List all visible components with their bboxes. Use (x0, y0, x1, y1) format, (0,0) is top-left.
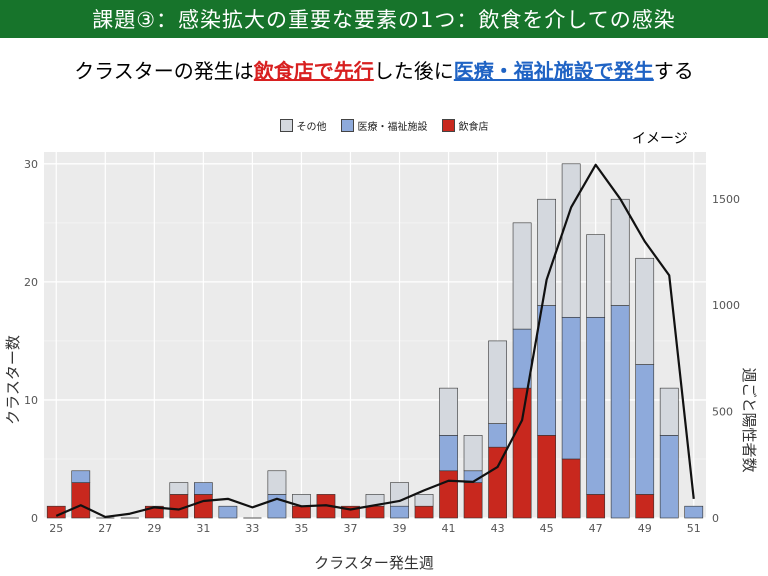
image-note: イメージ (632, 131, 688, 147)
bar-restaurant (341, 505, 360, 519)
legend-label-medical: 医療・福祉施設 (357, 122, 428, 133)
x-tick-label: 45 (540, 522, 554, 535)
bar-restaurant (292, 505, 311, 519)
bar-restaurant (635, 494, 655, 519)
bar-restaurant (439, 470, 458, 519)
y-tick-label: 0 (31, 512, 38, 525)
cluster-chart: 0 10 20 30 25 27 29 31 33 35 37 39 41 43 45 47 49 51 0 500 1… (4, 152, 758, 572)
bar-other (439, 387, 458, 436)
bar-restaurant (586, 494, 606, 519)
bar-restaurant (193, 494, 213, 519)
y-axis-title: クラスター数 (4, 335, 22, 425)
subtitle-part1: クラスターの発生は (74, 59, 254, 83)
bar-other (635, 257, 655, 365)
y-tick-label: 30 (24, 158, 38, 171)
legend-label-other: その他 (296, 122, 327, 133)
legend-label-restaurant: 飲食店 (458, 122, 489, 133)
legend-item-restaurant: 飲食店 (441, 118, 489, 133)
bar-restaurant (144, 505, 164, 519)
y2-tick-label: 500 (712, 406, 733, 419)
bar-medical (193, 482, 213, 495)
bar-medical (610, 305, 630, 519)
bar-other (610, 198, 630, 306)
subtitle-restaurant-highlight: 飲食店で先行 (253, 59, 374, 83)
x-tick-label: 37 (343, 522, 357, 535)
x-tick-label: 41 (442, 522, 456, 535)
bar-restaurant (414, 505, 434, 519)
x-tick-label: 25 (49, 522, 63, 535)
bar-other (537, 198, 557, 306)
bar-restaurant (512, 387, 532, 519)
line-layer (55, 163, 695, 519)
bar-other (659, 387, 679, 436)
legend-item-other: その他 (279, 118, 327, 133)
y-tick-label: 10 (24, 394, 38, 407)
bar-medical (488, 423, 507, 448)
bar-other (586, 234, 606, 318)
legend-swatch-medical (340, 119, 354, 132)
bar-restaurant (365, 505, 385, 519)
x-tick-label: 43 (491, 522, 505, 535)
x-tick-label: 27 (98, 522, 112, 535)
bar-restaurant (463, 482, 483, 519)
bar-other (463, 435, 483, 472)
bar-restaurant (561, 458, 581, 519)
bar-restaurant (537, 435, 557, 519)
plot-background (44, 152, 706, 518)
legend-swatch-other (279, 119, 293, 132)
subtitle: クラスターの発生は飲食店で先行した後に医療・福祉施設で発生する (0, 55, 768, 84)
bar-medical (439, 435, 458, 472)
axis-layer: 0 10 20 30 25 27 29 31 33 35 37 39 41 43 45 47 49 51 0 500 1… (24, 158, 740, 535)
subtitle-part2: した後に (373, 59, 454, 83)
bar-medical (218, 505, 238, 519)
bar-other (488, 340, 507, 424)
bar-other (267, 470, 287, 495)
x-tick-label: 33 (245, 522, 259, 535)
bar-restaurant (71, 482, 91, 519)
bar-medical (561, 316, 581, 460)
subtitle-part3: する (653, 59, 694, 83)
x-tick-label: 31 (196, 522, 210, 535)
x-tick-label: 29 (147, 522, 161, 535)
bar-medical (586, 316, 606, 495)
x-axis-title: クラスター発生週 (314, 554, 434, 572)
bar-restaurant (488, 446, 507, 519)
bar-other (169, 482, 189, 495)
banner: 課題③：感染拡大の重要な要素の1つ：飲食を介しての感染 (0, 0, 768, 38)
y2-tick-label: 0 (712, 512, 719, 525)
bar-medical (635, 364, 655, 495)
x-tick-label: 51 (687, 522, 701, 535)
grid-layer (44, 152, 706, 519)
x-tick-label: 39 (393, 522, 407, 535)
legend-item-medical: 医療・福祉施設 (340, 118, 428, 133)
x-tick-label: 49 (638, 522, 652, 535)
bar-medical (537, 305, 557, 436)
y2-tick-label: 1000 (712, 299, 740, 312)
legend-swatch-restaurant (441, 119, 455, 132)
x-tick-label: 47 (589, 522, 603, 535)
positive-cases-line (55, 163, 695, 519)
bar-medical (684, 505, 704, 519)
chart-legend: その他 医療・福祉施設 飲食店 (0, 118, 768, 133)
bar-medical (659, 435, 679, 519)
bar-other (561, 163, 581, 318)
bar-other (414, 494, 434, 507)
y2-axis-title: 週ごと陽性者数 (740, 367, 758, 472)
bar-layer (46, 163, 704, 519)
y2-tick-label: 1500 (712, 193, 740, 206)
bar-other (512, 222, 532, 330)
banner-title: 課題③：感染拡大の重要な要素の1つ：飲食を介しての感染 (92, 8, 676, 32)
y-tick-label: 20 (24, 276, 38, 289)
bar-medical (71, 470, 91, 483)
subtitle-medical-highlight: 医療・福祉施設で発生 (453, 59, 654, 83)
bar-medical (390, 505, 409, 519)
bar-other (390, 482, 409, 507)
x-tick-label: 35 (294, 522, 308, 535)
